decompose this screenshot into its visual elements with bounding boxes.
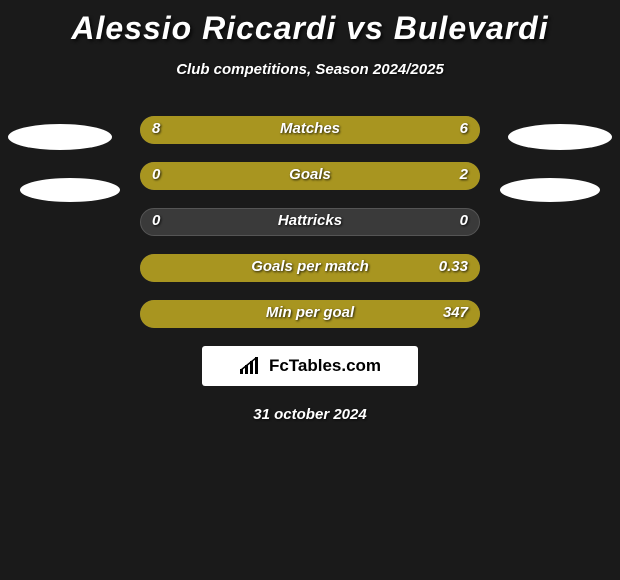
stat-label: Goals per match [0, 258, 620, 275]
logo-text: FcTables.com [269, 356, 381, 376]
stat-row: 86Matches [0, 116, 620, 144]
stat-label: Goals [0, 166, 620, 183]
date-label: 31 october 2024 [0, 406, 620, 423]
stat-label: Matches [0, 120, 620, 137]
stat-row: 0.33Goals per match [0, 254, 620, 282]
logo-box[interactable]: FcTables.com [202, 346, 418, 386]
stat-label: Hattricks [0, 212, 620, 229]
page-title: Alessio Riccardi vs Bulevardi [0, 0, 620, 47]
stat-row: 00Hattricks [0, 208, 620, 236]
stat-label: Min per goal [0, 304, 620, 321]
comparison-chart: 86Matches 02Goals 00Hattricks 0.33Goals per… [0, 116, 620, 328]
stat-row: 347Min per goal [0, 300, 620, 328]
subtitle: Club competitions, Season 2024/2025 [0, 61, 620, 78]
bar-chart-icon [239, 357, 263, 375]
stat-row: 02Goals [0, 162, 620, 190]
